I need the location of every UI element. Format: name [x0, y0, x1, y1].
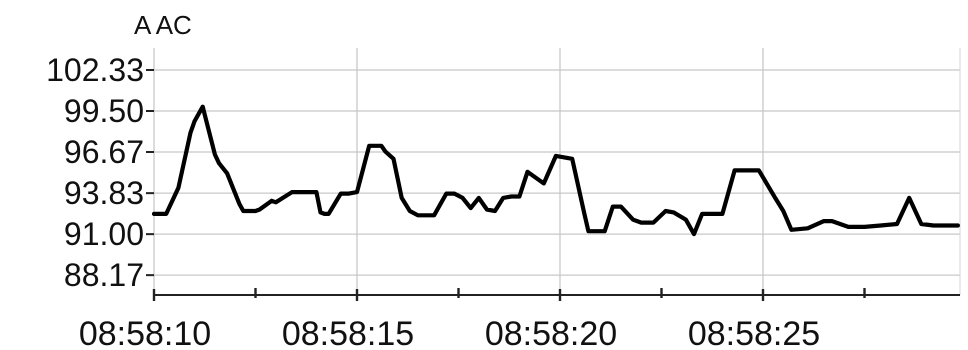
- series-line: [151, 104, 961, 237]
- y-tick-label: 91.00: [64, 216, 144, 252]
- y-tick-label: 88.17: [64, 257, 144, 293]
- x-tick-label: 08:58:15: [282, 315, 414, 350]
- y-tick-labels: 102.33 99.50 96.67 93.83 91.00 88.17: [46, 52, 144, 293]
- axes: [146, 69, 960, 301]
- y-axis-unit-label: A AC: [134, 10, 192, 40]
- x-tick-label: 08:58:20: [485, 315, 617, 350]
- x-tick-labels: 08:58:10 08:58:15 08:58:20 08:58:25: [79, 315, 820, 350]
- y-tick-label: 93.83: [64, 175, 144, 211]
- y-tick-label: 102.33: [46, 52, 144, 88]
- x-tick-label: 08:58:25: [688, 315, 820, 350]
- series-layer: [151, 104, 961, 237]
- y-tick-label: 99.50: [64, 93, 144, 129]
- y-tick-label: 96.67: [64, 134, 144, 170]
- x-tick-label: 08:58:10: [79, 315, 211, 350]
- grid: [153, 48, 961, 295]
